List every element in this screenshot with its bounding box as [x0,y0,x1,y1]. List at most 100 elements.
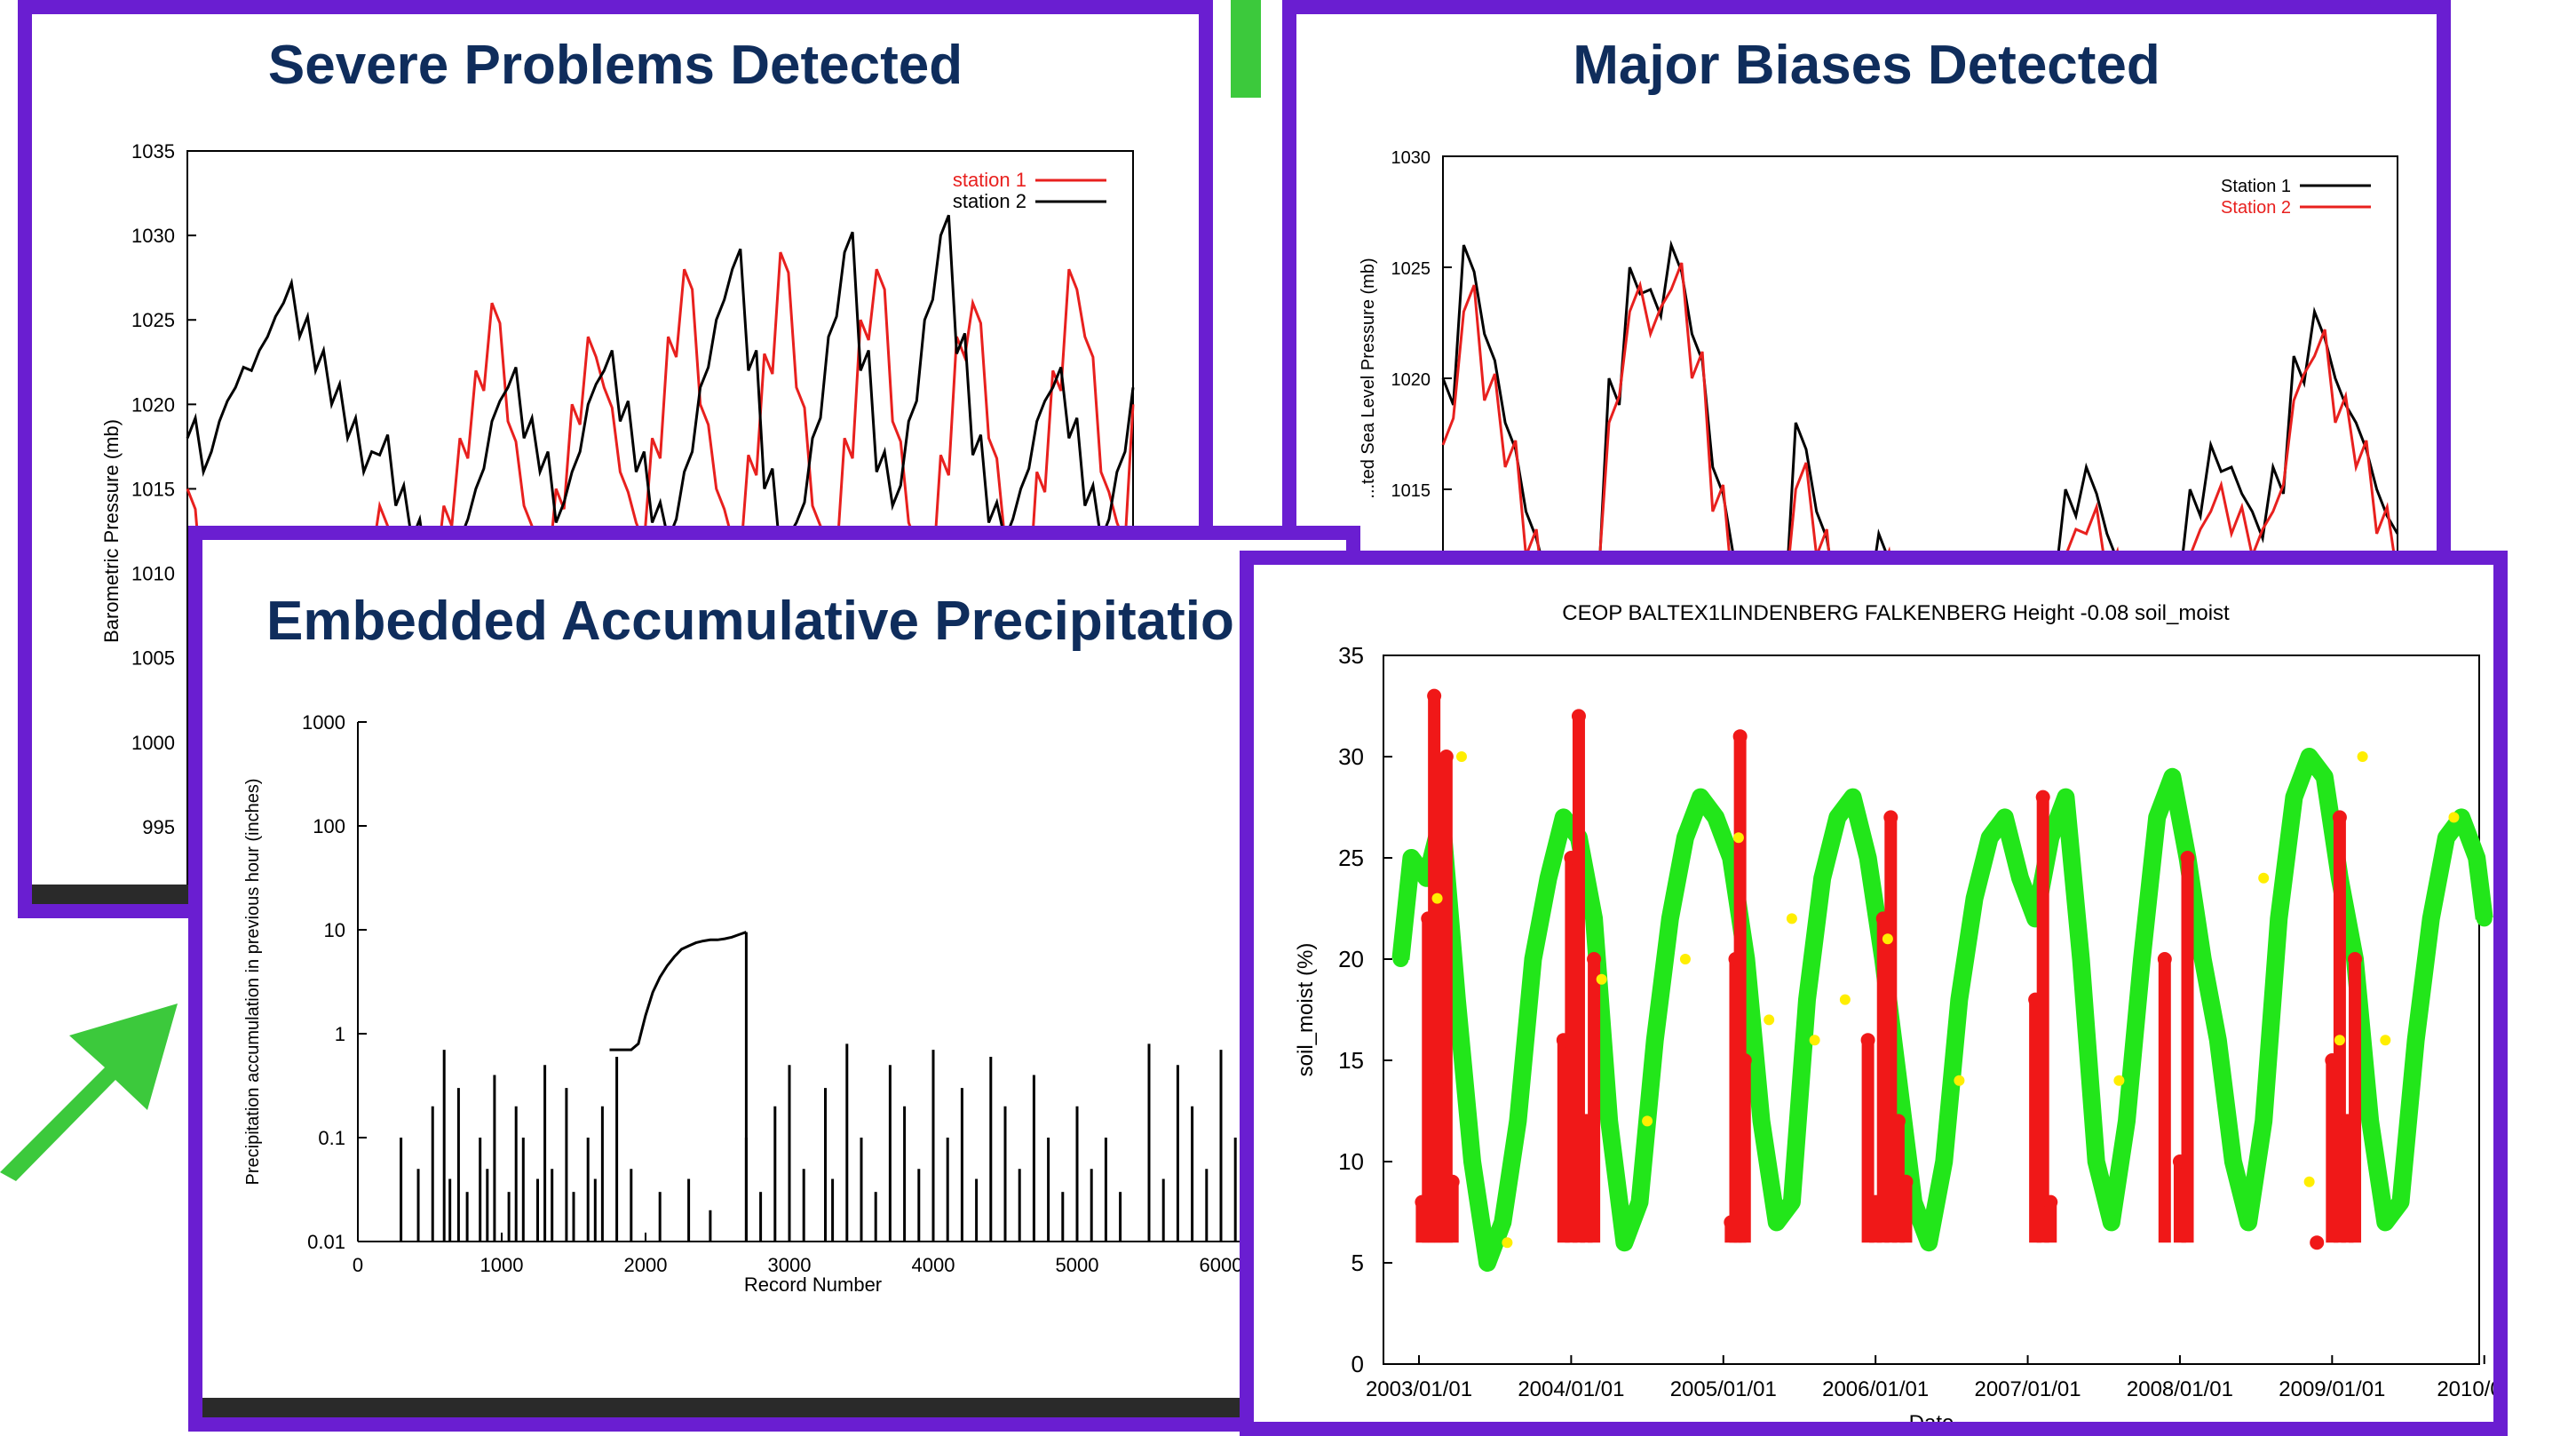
point-green [1403,850,1420,866]
point-yellow [1809,1035,1820,1046]
chart-title: CEOP BALTEX1LINDENBERG FALKENBERG Height… [1562,601,2230,625]
point-yellow [1732,832,1744,844]
point-green [2476,910,2493,927]
y-tick-label: 1025 [1391,259,1431,279]
y-axis-label: soil_moist (%) [1294,943,1318,1077]
point-green [1631,1194,1648,1210]
x-tick-label: 2003/01/01 [1366,1377,1472,1401]
legend-label: Station 2 [2221,198,2291,218]
y-tick-label: 10 [324,919,345,941]
point-green [1540,869,1557,886]
point-green [1783,1194,1800,1210]
point-green [1525,951,1542,967]
x-tick-label: 2004/01/01 [1518,1377,1624,1401]
point-green [1936,1154,1953,1170]
point-yellow [1455,751,1467,762]
legend-label: station 2 [953,190,1026,212]
y-tick-label: 1015 [1391,481,1431,501]
x-tick-label: 0 [353,1254,363,1276]
x-tick-label: 2008/01/01 [2127,1377,2233,1401]
point-yellow [2334,1035,2345,1046]
panel-title: Major Biases Detected [1573,35,2160,96]
green-bar-marker [1231,0,1261,98]
point-red [2180,851,2195,865]
x-tick-label: 2007/01/01 [1974,1377,2081,1401]
point-green [1392,951,1409,967]
point-red [2043,1194,2058,1210]
point-yellow [2258,872,2270,884]
panel-title: Severe Problems Detected [267,35,963,96]
point-red [1737,1053,1752,1067]
point-green [1708,809,1724,826]
point-green [2240,1214,2257,1231]
y-tick-label: 1000 [302,711,345,734]
x-axis-label: Record Number [744,1273,882,1296]
point-green [2224,1154,2241,1170]
y-tick-label: 1020 [1391,370,1431,390]
y-tick-label: 15 [1338,1047,1364,1074]
point-green [1616,1234,1633,1251]
point-green [2118,1113,2135,1130]
point-green [1601,1113,1618,1130]
y-tick-label: 995 [142,816,175,838]
point-green [1586,910,1603,927]
y-tick-label: 1000 [131,732,175,754]
y-tick-label: 1005 [131,647,175,670]
point-green [2469,850,2485,866]
point-yellow [1954,1075,1965,1086]
plot-frame [1442,155,2398,572]
point-green [1463,1154,1480,1170]
point-yellow [1839,994,1851,1005]
point-green [1753,1113,1770,1130]
chart-precipitation: 1000 100 10 1 0.1 0.01 0 1000 2000 3000 4000 5000 60… [243,711,1346,1296]
point-green [2073,951,2089,967]
point-green [1996,809,2013,826]
point-green [2392,1194,2409,1210]
y-tick-label: 100 [313,815,345,837]
point-green [1494,1214,1511,1231]
x-axis-label: Date [1909,1411,1954,1422]
point-green [2362,1113,2379,1130]
point-green [2164,768,2181,785]
point-red [1890,1114,1906,1129]
point-green [2271,910,2287,927]
point-green [1555,809,1572,826]
point-green [2422,910,2439,927]
panel-title: Embedded Accumulative Precipitatio [266,591,1234,652]
y-tick-label: 10 [1338,1148,1364,1175]
point-yellow [2357,751,2368,762]
point-green [1692,789,1709,805]
point-yellow [1502,1237,1513,1249]
point-yellow [1764,1014,1775,1026]
point-green [1448,991,1465,1008]
point-red [2157,952,2172,966]
point-green [2316,768,2333,785]
legend-label: station 1 [953,169,1026,191]
point-green [2209,1032,2226,1049]
x-tick-label: 2005/01/01 [1670,1377,1777,1401]
point-yellow [1431,893,1443,904]
point-yellow [2448,812,2460,823]
point-green [2088,1154,2104,1170]
x-tick-label: 5000 [1056,1254,1099,1276]
series-line-station-2 [1441,262,2398,572]
y-tick-label: 35 [1338,642,1364,669]
point-green [1510,1113,1526,1130]
x-tick-label: 1000 [480,1254,524,1276]
y-tick-label: 1020 [131,393,175,416]
y-tick-label: 0.01 [307,1231,345,1253]
y-tick-label: 1 [335,1023,345,1045]
point-red [1427,688,1442,703]
point-green [1768,1214,1785,1231]
y-tick-label: 1015 [131,478,175,500]
point-green [2407,1032,2424,1049]
y-axis-label: Precipitation accumulation in previous h… [243,778,263,1185]
accumulation-line [609,931,747,1051]
point-green [1479,1255,1496,1271]
panel-precipitation: Embedded Accumulative Precipitatio 1000 1… [188,526,1360,1432]
y-tick-label: 1025 [131,309,175,331]
point-green [1859,850,1876,866]
point-red [1439,750,1454,764]
plot-frame [1383,655,2480,1365]
y-axis-label: Barometric Pressure (mb) [100,419,123,643]
